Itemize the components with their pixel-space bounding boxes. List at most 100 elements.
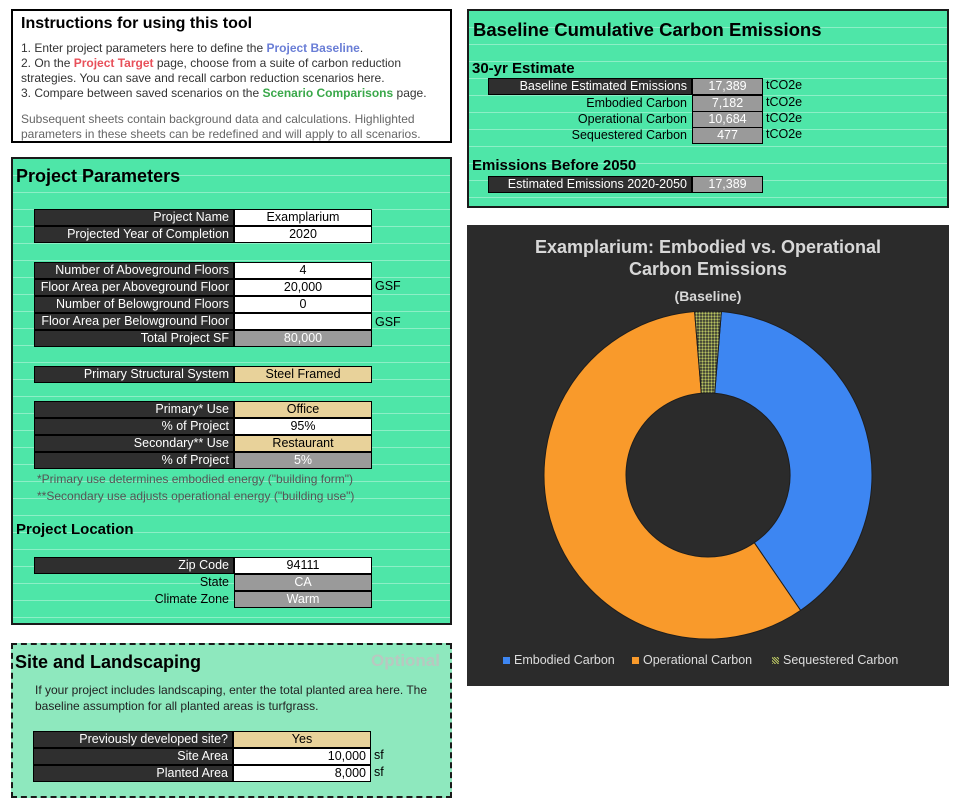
baseline-estimate-row: Baseline Estimated Emissions 17,389 tCO2…: [488, 78, 802, 95]
year-input[interactable]: 2020: [234, 226, 372, 243]
embodied-label: Embodied Carbon: [586, 96, 687, 110]
instructions-footer: Subsequent sheets contain background dat…: [21, 112, 421, 141]
baseline-estimate-unit: tCO2e: [766, 78, 803, 92]
primary-pct-row: % of Project 95%: [34, 418, 372, 435]
site-description: If your project includes landscaping, en…: [35, 683, 428, 713]
above-area-row: Floor Area per Aboveground Floor 20,000 …: [34, 279, 401, 296]
zip-label: Zip Code: [34, 557, 234, 574]
site-landscaping-panel: Site and Landscaping Optional If your pr…: [11, 643, 452, 798]
primary-use-select[interactable]: Office: [234, 401, 372, 418]
est-2050-value: 17,389: [692, 176, 763, 193]
baseline-title: Baseline Cumulative Carbon Emissions: [473, 19, 822, 40]
year-label: Projected Year of Completion: [34, 226, 234, 243]
site-area-label: Site Area: [33, 748, 233, 765]
baseline-estimate-value: 17,389: [692, 78, 763, 95]
project-name-label: Project Name: [34, 209, 234, 226]
below-area-row: Floor Area per Belowground Floor GSF: [34, 313, 401, 330]
primary-use-note: *Primary use determines embodied energy …: [37, 472, 353, 486]
primary-use-row: Primary* Use Office: [34, 401, 372, 418]
donut-slice-embodied-carbon: [714, 311, 873, 612]
climate-row: Climate Zone Warm: [34, 591, 372, 608]
embodied-row: Embodied Carbon 7,182 tCO2e: [488, 95, 802, 112]
operational-label: Operational Carbon: [577, 112, 687, 126]
year-row: Projected Year of Completion 2020: [34, 226, 372, 243]
operational-row: Operational Carbon 10,684 tCO2e: [488, 111, 802, 128]
baseline-estimate-label: Baseline Estimated Emissions: [488, 78, 692, 95]
project-name-row: Project Name Examplarium: [34, 209, 372, 226]
above-floors-row: Number of Aboveground Floors 4: [34, 262, 372, 279]
donut-chart-svg: Examplarium: Embodied vs. Operational Ca…: [535, 237, 881, 640]
primary-pct-label: % of Project: [34, 418, 234, 435]
operational-unit: tCO2e: [766, 111, 803, 125]
below-area-input[interactable]: [234, 313, 372, 330]
est-2050-label: Estimated Emissions 2020-2050: [488, 176, 692, 193]
state-row: State CA: [34, 574, 372, 591]
project-target-link[interactable]: Project Target: [73, 56, 154, 70]
planted-area-input[interactable]: 8,000: [233, 765, 371, 782]
state-value: CA: [234, 574, 372, 591]
instructions-box: Instructions for using this tool 1. Ente…: [11, 9, 452, 143]
instructions-step-2: 2. On the Project Target page, choose fr…: [21, 56, 401, 85]
baseline-emissions-panel: Baseline Cumulative Carbon Emissions 30-…: [467, 9, 949, 208]
legend-item-operational-carbon: Operational Carbon: [632, 653, 752, 667]
sequestered-label: Sequestered Carbon: [571, 128, 687, 142]
site-landscaping-title: Site and Landscaping: [15, 652, 202, 672]
sequestered-value: 477: [692, 127, 763, 144]
total-sf-label: Total Project SF: [34, 330, 234, 347]
below-floors-input[interactable]: 0: [234, 296, 372, 313]
structural-select[interactable]: Steel Framed: [234, 366, 372, 383]
structural-row: Primary Structural System Steel Framed: [34, 366, 372, 383]
donut-slice-sequestered-carbon: [694, 310, 722, 394]
state-label: State: [199, 575, 229, 589]
project-parameters-panel: Project Parameters Project Name Examplar…: [11, 157, 452, 625]
secondary-pct-row: % of Project 5%: [34, 452, 372, 469]
legend-item-sequestered-carbon: Sequestered Carbon: [772, 653, 898, 667]
chart-title-line-1: Examplarium: Embodied vs. Operational: [535, 237, 881, 257]
sequestered-row: Sequestered Carbon 477 tCO2e: [488, 127, 802, 144]
est-2050-row: Estimated Emissions 2020-2050 17,389: [488, 176, 763, 193]
chart-title-line-2: Carbon Emissions: [629, 259, 787, 279]
below-area-label: Floor Area per Belowground Floor: [34, 313, 234, 330]
climate-value: Warm: [234, 591, 372, 608]
project-name-input[interactable]: Examplarium: [234, 209, 372, 226]
total-sf-value: 80,000: [234, 330, 372, 347]
instructions-step-1: 1. Enter project parameters here to defi…: [21, 41, 364, 55]
site-area-input[interactable]: 10,000: [233, 748, 371, 765]
above-area-unit: GSF: [375, 279, 401, 293]
primary-pct-input[interactable]: 95%: [234, 418, 372, 435]
embodied-unit: tCO2e: [766, 95, 803, 109]
optional-label: Optional: [371, 651, 440, 670]
estimate-30yr-title: 30-yr Estimate: [472, 60, 575, 77]
secondary-pct-label: % of Project: [34, 452, 234, 469]
legend-label: Embodied Carbon: [514, 653, 615, 667]
secondary-use-select[interactable]: Restaurant: [234, 435, 372, 452]
scenario-comparisons-link[interactable]: Scenario Comparisons: [262, 86, 394, 100]
secondary-use-note: **Secondary use adjusts operational ener…: [37, 489, 355, 503]
above-floors-label: Number of Aboveground Floors: [34, 262, 234, 279]
project-baseline-link[interactable]: Project Baseline: [266, 41, 360, 55]
below-floors-label: Number of Belowground Floors: [34, 296, 234, 313]
structural-label: Primary Structural System: [34, 366, 234, 383]
planted-area-row: Planted Area 8,000 sf: [33, 765, 384, 782]
legend-swatch: [632, 656, 639, 664]
zip-input[interactable]: 94111: [234, 557, 372, 574]
project-location-title: Project Location: [16, 521, 134, 538]
site-area-row: Site Area 10,000 sf: [33, 748, 384, 765]
chart-subtitle: (Baseline): [675, 288, 742, 304]
legend-item-embodied-carbon: Embodied Carbon: [503, 653, 615, 667]
planted-area-unit: sf: [374, 765, 384, 779]
site-area-unit: sf: [374, 748, 384, 762]
legend-swatch: [772, 656, 779, 664]
zip-row: Zip Code 94111: [34, 557, 372, 574]
emissions-donut-chart: Examplarium: Embodied vs. Operational Ca…: [467, 225, 949, 686]
total-sf-row: Total Project SF 80,000: [34, 330, 372, 347]
legend-label: Operational Carbon: [643, 653, 753, 667]
above-area-input[interactable]: 20,000: [234, 279, 372, 296]
above-floors-input[interactable]: 4: [234, 262, 372, 279]
developed-select[interactable]: Yes: [233, 731, 371, 748]
donut-slice-operational-carbon: [543, 311, 802, 640]
below-floors-row: Number of Belowground Floors 0: [34, 296, 372, 313]
operational-value: 10,684: [692, 111, 763, 128]
before-2050-title: Emissions Before 2050: [472, 157, 637, 174]
sequestered-unit: tCO2e: [766, 127, 803, 141]
